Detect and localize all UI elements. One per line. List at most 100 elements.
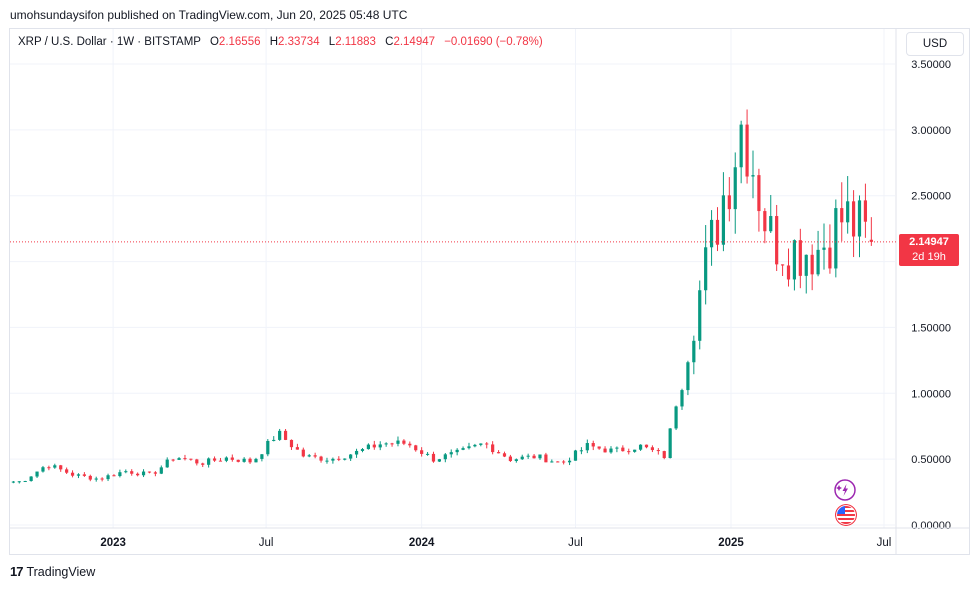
candle-body — [159, 467, 163, 474]
candle-body — [431, 453, 436, 462]
x-tick-label: Jul — [568, 537, 583, 549]
candle-body — [141, 471, 146, 476]
candle-body — [165, 459, 169, 468]
candle-body — [70, 472, 75, 476]
candle-body — [739, 124, 743, 168]
candle-body — [514, 459, 518, 462]
candle-body — [556, 461, 560, 463]
candle-body — [786, 265, 791, 280]
candle-body — [733, 167, 737, 210]
y-tick-label: 3.50000 — [911, 59, 951, 71]
open-value: 2.16556 — [218, 36, 261, 48]
candle-body — [319, 456, 323, 461]
candle-body — [337, 458, 341, 460]
candle-body — [828, 247, 832, 269]
low-label: L — [328, 36, 336, 48]
y-tick-label: 1.00000 — [911, 388, 951, 400]
close-value: 2.14947 — [393, 36, 436, 48]
candle-body — [266, 440, 270, 455]
candle-body — [390, 443, 394, 445]
candle-body — [248, 458, 252, 463]
close-label: C — [385, 36, 394, 48]
candle-body — [496, 452, 501, 454]
candle-body — [656, 450, 660, 452]
tradingview-logo[interactable]: 17 TradingView — [10, 564, 95, 579]
candle-body — [437, 459, 441, 462]
candle-body — [698, 290, 702, 341]
x-tick-label: Jul — [877, 537, 892, 549]
candle-body — [183, 458, 187, 460]
candle-body — [384, 443, 388, 445]
candle-body — [59, 465, 63, 470]
candle-body — [449, 452, 453, 455]
candle-body — [757, 175, 761, 212]
symbol-label: XRP / U.S. Dollar · 1W · BITSTAMP — [18, 36, 201, 48]
candle-body — [112, 475, 116, 477]
candle-body — [195, 459, 199, 464]
candle-body — [520, 456, 524, 460]
candle-body — [11, 481, 15, 483]
candle-body — [366, 444, 370, 450]
candle-body — [76, 474, 81, 476]
candle-body — [201, 463, 205, 465]
candle-body — [857, 200, 862, 237]
candle-body — [822, 247, 826, 250]
candle-body — [130, 471, 134, 474]
candle-body — [325, 460, 329, 462]
candle-body — [35, 471, 39, 477]
x-tick-label: Jul — [259, 537, 274, 549]
candle-body — [745, 124, 749, 177]
y-tick-label: 3.00000 — [911, 125, 951, 137]
candle-body — [603, 448, 607, 453]
candle-body — [396, 440, 400, 444]
candle-body — [573, 450, 578, 461]
candle-body — [780, 264, 785, 266]
candle-body — [331, 458, 335, 461]
candle-body — [295, 447, 299, 450]
candle-body — [792, 240, 797, 280]
candle-body — [136, 473, 140, 476]
candle-body — [597, 446, 601, 449]
candle-body — [721, 195, 726, 245]
candle-body — [272, 439, 276, 441]
candle-body — [230, 457, 234, 460]
candle-body — [615, 447, 619, 449]
candle-body — [491, 444, 495, 453]
candle-body — [544, 454, 548, 463]
x-tick-label: 2023 — [100, 537, 126, 549]
candle-body — [798, 240, 802, 276]
candle-body — [633, 449, 637, 452]
candle-body — [532, 455, 536, 459]
candle-body — [585, 443, 589, 451]
candle-body — [638, 444, 643, 450]
candle-body — [485, 443, 489, 445]
candle-body — [147, 471, 152, 473]
candle-body — [414, 445, 418, 451]
sparkle-event-icon[interactable] — [834, 479, 856, 501]
candle-body — [709, 219, 714, 248]
symbol-legend[interactable]: XRP / U.S. Dollar · 1W · BITSTAMP O2.165… — [18, 36, 543, 48]
candle-body — [769, 216, 773, 232]
candle-body — [224, 457, 228, 461]
candle-body — [567, 460, 572, 463]
candle-body — [349, 454, 353, 459]
candle-body — [763, 211, 767, 232]
candle-body — [526, 455, 530, 457]
candle-body — [118, 472, 122, 477]
candle-body — [106, 475, 110, 480]
candle-body — [65, 469, 69, 473]
candle-body — [343, 458, 347, 460]
candle-body — [254, 458, 258, 463]
candle-body — [851, 201, 856, 237]
candle-body — [82, 474, 86, 476]
currency-button[interactable]: USD — [906, 32, 964, 56]
candle-body — [834, 208, 838, 269]
candle-body — [846, 201, 850, 223]
candle-body — [591, 443, 595, 447]
candle-body — [289, 439, 294, 448]
candle-body — [301, 449, 305, 457]
candle-body — [372, 444, 376, 448]
us-flag-icon[interactable] — [835, 504, 857, 526]
y-tick-label: 0.50000 — [911, 454, 951, 466]
